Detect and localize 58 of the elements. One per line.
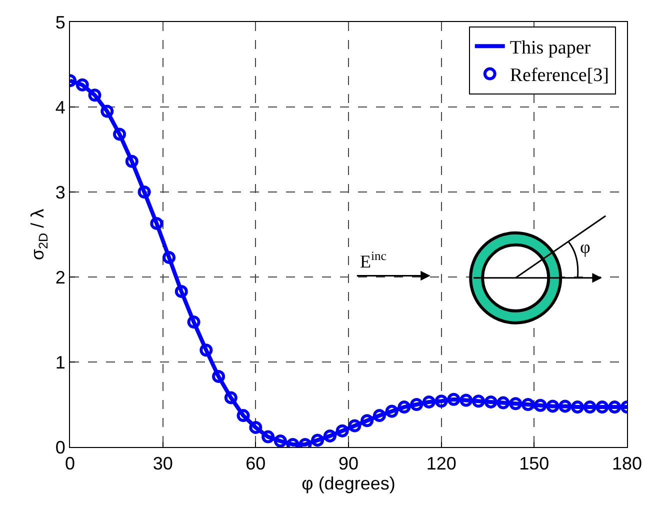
point bbox=[521, 398, 534, 411]
point bbox=[348, 419, 362, 432]
y-tick-label: 1 bbox=[55, 352, 66, 372]
y-tick-label: 0 bbox=[55, 437, 66, 458]
x-tick-label: 150 bbox=[519, 454, 550, 474]
point bbox=[200, 344, 213, 357]
point bbox=[360, 414, 374, 428]
y-tick-label: 5 bbox=[55, 12, 66, 32]
point bbox=[336, 424, 349, 438]
point bbox=[150, 216, 164, 230]
point bbox=[534, 398, 547, 412]
point bbox=[596, 400, 609, 414]
point bbox=[88, 88, 102, 102]
point bbox=[608, 400, 622, 414]
point bbox=[472, 394, 485, 408]
point bbox=[249, 420, 262, 434]
point bbox=[274, 434, 287, 447]
x-axis-title: φ (degrees) bbox=[302, 474, 396, 494]
point bbox=[224, 391, 238, 404]
point bbox=[138, 186, 151, 198]
point bbox=[372, 409, 386, 422]
point bbox=[187, 316, 200, 329]
point bbox=[125, 154, 138, 168]
point bbox=[212, 370, 226, 383]
y-tick-label: 4 bbox=[55, 97, 66, 118]
annotation: E$^{inc}$ bbox=[360, 249, 387, 272]
point bbox=[447, 392, 460, 406]
point bbox=[174, 284, 188, 298]
point bbox=[385, 404, 398, 418]
x-tick-label: 90 bbox=[338, 454, 359, 474]
point bbox=[496, 396, 510, 410]
point bbox=[558, 400, 572, 413]
point bbox=[262, 430, 275, 444]
y-tick-label: 2 bbox=[55, 267, 66, 288]
point bbox=[113, 128, 126, 141]
point bbox=[509, 397, 522, 410]
x-tick-label: 60 bbox=[246, 454, 266, 474]
x-tick-label: 30 bbox=[152, 454, 173, 474]
y-tick-label: 3 bbox=[55, 182, 66, 202]
point bbox=[76, 78, 89, 92]
x-tick-label: 120 bbox=[426, 454, 456, 474]
point bbox=[546, 400, 560, 413]
point bbox=[311, 434, 324, 447]
point bbox=[484, 395, 498, 408]
legend-label: Reference[3] bbox=[510, 65, 610, 86]
point bbox=[583, 400, 596, 414]
point bbox=[422, 395, 436, 408]
point bbox=[323, 429, 336, 442]
point bbox=[434, 394, 448, 408]
point bbox=[162, 250, 176, 264]
point bbox=[100, 104, 114, 118]
point bbox=[236, 409, 250, 422]
point bbox=[398, 400, 411, 414]
point bbox=[410, 398, 424, 411]
x-tick-label: 180 bbox=[612, 454, 642, 474]
point bbox=[570, 400, 584, 414]
point bbox=[460, 394, 473, 407]
legend-label: This paper bbox=[510, 38, 592, 59]
